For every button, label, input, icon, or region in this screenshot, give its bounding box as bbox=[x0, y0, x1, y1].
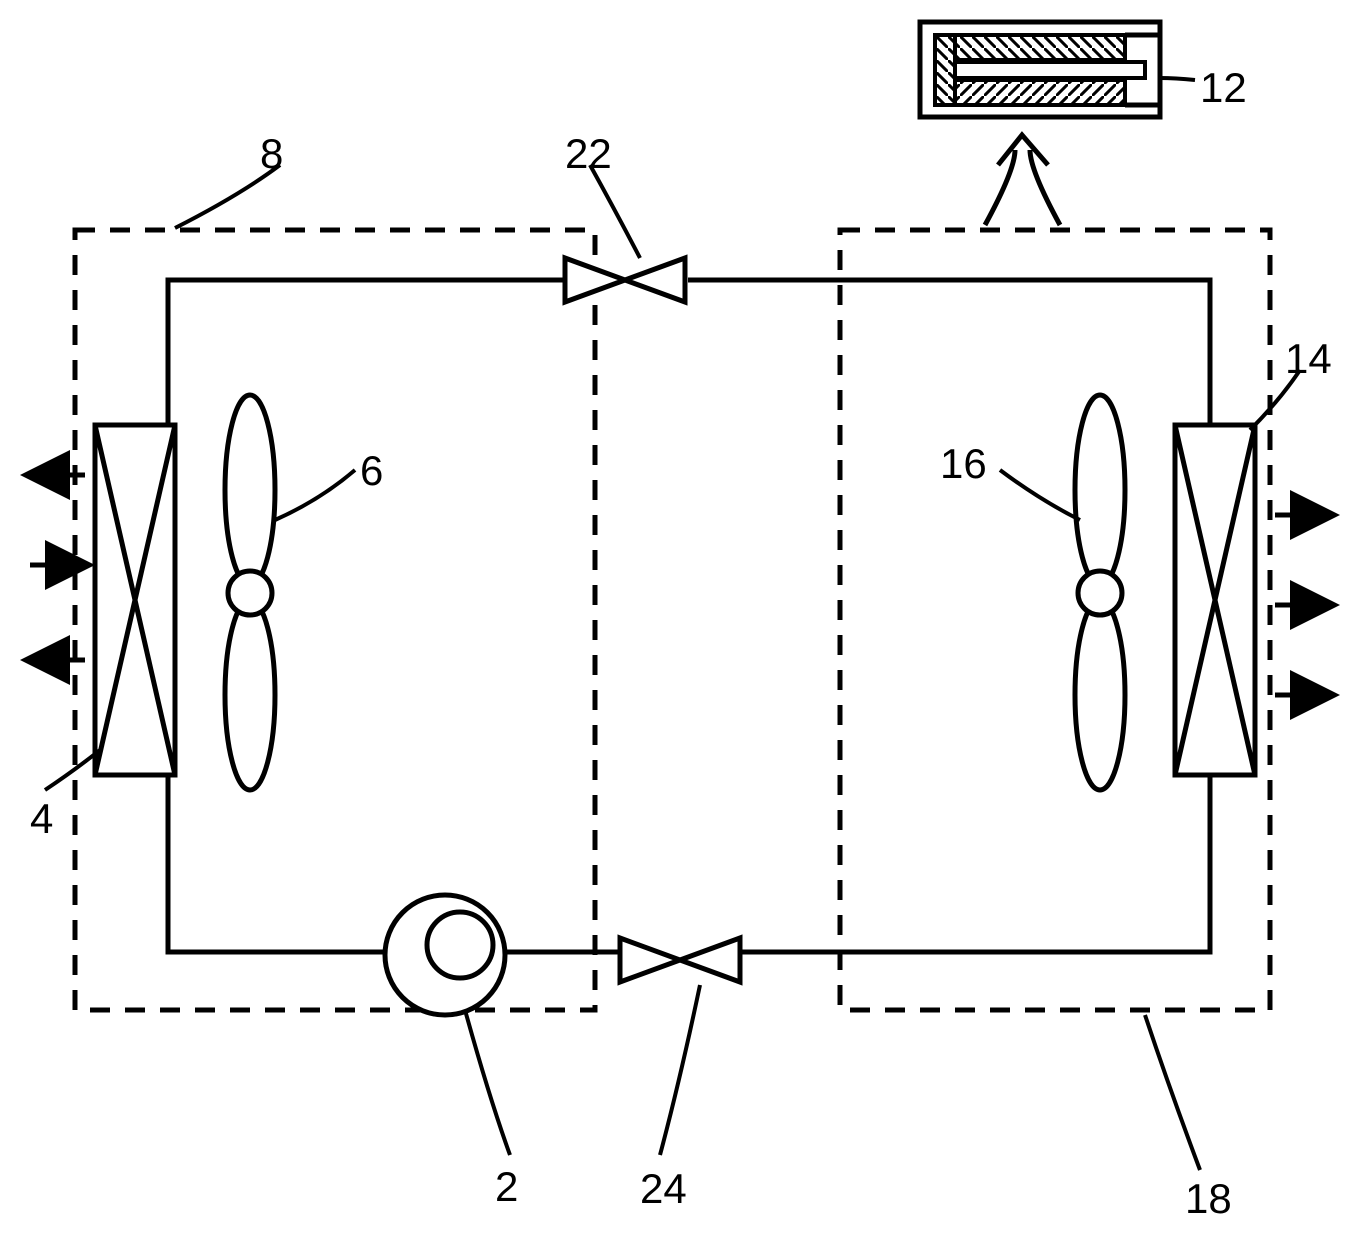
airflow-arrows-right bbox=[1275, 515, 1330, 695]
fan-right bbox=[1075, 395, 1125, 790]
fan-left bbox=[225, 395, 275, 790]
component-12 bbox=[920, 22, 1160, 117]
label-16: 16 bbox=[940, 440, 987, 488]
pipe-top bbox=[168, 280, 1210, 435]
flow-arrow-up bbox=[985, 135, 1060, 225]
valve-top bbox=[565, 258, 685, 302]
label-8: 8 bbox=[260, 130, 283, 178]
label-18: 18 bbox=[1185, 1175, 1232, 1223]
valve-bottom bbox=[620, 938, 740, 982]
heat-exchanger-left bbox=[95, 425, 175, 775]
heat-exchanger-right bbox=[1175, 425, 1255, 775]
label-24: 24 bbox=[640, 1165, 687, 1213]
label-22: 22 bbox=[565, 130, 612, 178]
label-6: 6 bbox=[360, 447, 383, 495]
schematic-diagram bbox=[0, 0, 1369, 1251]
pipe-bottom bbox=[168, 770, 1210, 952]
label-14: 14 bbox=[1285, 335, 1332, 383]
compressor bbox=[385, 895, 505, 1015]
label-4: 4 bbox=[30, 795, 53, 843]
label-12: 12 bbox=[1200, 64, 1247, 112]
label-2: 2 bbox=[495, 1163, 518, 1211]
